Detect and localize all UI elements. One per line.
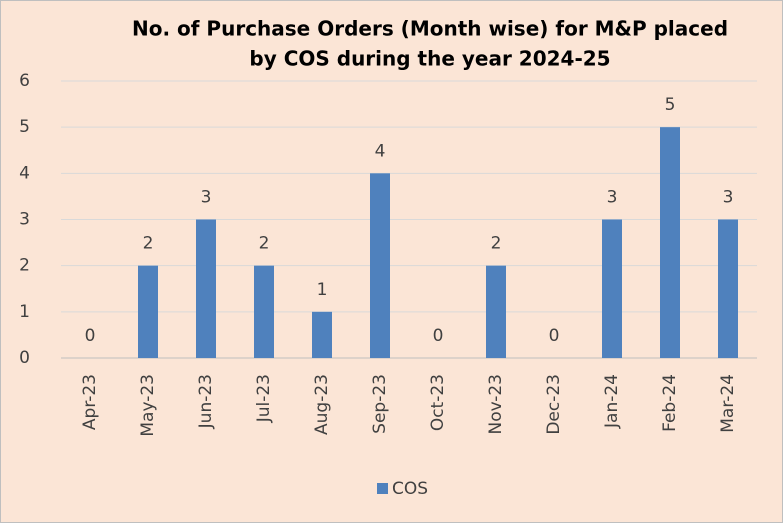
chart-title: by COS during the year 2024-25	[249, 47, 610, 71]
x-tick-label: Dec-23	[544, 374, 564, 435]
x-tick-label: Jul-23	[254, 374, 274, 423]
data-label: 2	[259, 234, 270, 254]
data-label: 3	[607, 188, 618, 208]
bar	[138, 265, 158, 358]
x-tick-label: Sep-23	[370, 374, 390, 434]
x-tick-label: Oct-23	[428, 374, 448, 431]
y-tick-label: 6	[19, 71, 30, 91]
data-label: 5	[665, 95, 676, 115]
y-tick-label: 2	[19, 256, 30, 276]
bar	[486, 265, 506, 358]
data-label: 1	[317, 280, 328, 300]
y-tick-label: 5	[19, 117, 30, 137]
y-tick-label: 4	[19, 163, 30, 183]
y-tick-label: 1	[19, 302, 30, 322]
bar	[602, 219, 622, 358]
x-tick-label: Feb-24	[660, 374, 680, 432]
data-label: 0	[549, 326, 560, 346]
data-label: 3	[201, 188, 212, 208]
x-tick-label: Jun-23	[196, 374, 216, 429]
legend-swatch	[377, 483, 388, 494]
data-label: 0	[85, 326, 96, 346]
x-tick-label: Jan-24	[602, 374, 622, 429]
x-tick-label: Apr-23	[80, 374, 100, 430]
bar	[196, 219, 216, 358]
x-tick-label: Mar-24	[718, 374, 738, 433]
data-label: 3	[723, 188, 734, 208]
chart-title: No. of Purchase Orders (Month wise) for …	[132, 17, 728, 41]
data-label: 4	[375, 141, 386, 161]
bar	[370, 173, 390, 358]
bar	[312, 311, 332, 358]
x-tick-label: Aug-23	[312, 374, 332, 435]
x-tick-label: Nov-23	[486, 374, 506, 435]
x-tick-label: May-23	[138, 374, 158, 437]
data-label: 2	[143, 234, 154, 254]
data-label: 2	[491, 234, 502, 254]
bar	[660, 127, 680, 359]
y-tick-label: 0	[19, 348, 30, 368]
y-tick-label: 3	[19, 210, 30, 230]
legend-label: COS	[392, 479, 428, 499]
bar	[718, 219, 738, 358]
bar	[254, 265, 274, 358]
data-label: 0	[433, 326, 444, 346]
